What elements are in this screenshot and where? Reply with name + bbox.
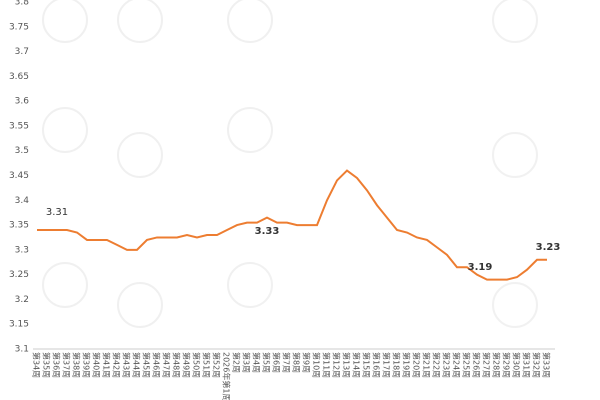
y-tick-label: 3.45 — [9, 171, 29, 181]
y-tick-label: 3.5 — [15, 146, 29, 156]
y-tick-label: 3.75 — [9, 22, 29, 32]
x-tick-label: 第28周 — [492, 352, 502, 378]
x-tick-label: 第49周 — [182, 352, 192, 378]
x-tick-label: 第38周 — [72, 352, 82, 378]
annotation: 3.19 — [468, 262, 493, 273]
x-tick-label: 第52周 — [212, 352, 222, 378]
x-tick-label: 第6周 — [272, 352, 282, 373]
y-tick-label: 3.3 — [15, 245, 29, 255]
x-tick-label: 第35周 — [42, 352, 52, 378]
x-tick-label: 第43周 — [122, 352, 132, 378]
x-tick-label: 第41周 — [102, 352, 112, 378]
x-tick-label: 第14周 — [352, 352, 362, 378]
x-tick-label: 第13周 — [342, 352, 352, 378]
x-tick-label: 第21周 — [422, 352, 432, 378]
x-tick-label: 第51周 — [202, 352, 212, 378]
x-tick-label: 第31周 — [522, 352, 532, 378]
x-tick-label: 第5周 — [262, 352, 272, 373]
x-tick-label: 第17周 — [382, 352, 392, 378]
y-tick-label: 3.35 — [9, 221, 29, 231]
x-tick-label: 第27周 — [482, 352, 492, 378]
x-tick-label: 第22周 — [432, 352, 442, 378]
watermarks — [42, 0, 538, 328]
x-tick-label: 第30周 — [512, 352, 522, 378]
x-tick-label: 第16周 — [372, 352, 382, 378]
y-tick-label: 3.55 — [9, 121, 29, 131]
annotation: 3.23 — [536, 242, 561, 253]
x-tick-label: 第44周 — [132, 352, 142, 378]
y-tick-label: 3.8 — [15, 0, 30, 8]
x-tick-label: 第25周 — [462, 352, 472, 378]
x-tick-label: 第9周 — [302, 352, 312, 373]
x-tick-label: 第15周 — [362, 352, 372, 378]
x-tick-label: 第50周 — [192, 352, 202, 378]
y-tick-label: 3.2 — [15, 295, 29, 305]
x-tick-label: 第34周 — [32, 352, 42, 378]
y-tick-label: 3.6 — [15, 97, 30, 107]
x-tick-label: 第32周 — [532, 352, 542, 378]
x-tick-label: 第37周 — [62, 352, 72, 378]
annotation: 3.31 — [46, 207, 68, 218]
y-tick-label: 3.65 — [9, 72, 29, 82]
x-tick-label: 第24周 — [452, 352, 462, 378]
x-tick-label: 第3周 — [242, 352, 252, 373]
x-tick-label: 第12周 — [332, 352, 342, 378]
y-tick-label: 3.15 — [9, 320, 29, 330]
x-tick-label: 第23周 — [442, 352, 452, 378]
annotation: 3.33 — [255, 226, 280, 237]
x-tick-label: 第26周 — [472, 352, 482, 378]
x-tick-label: 第7周 — [282, 352, 292, 373]
y-tick-label: 3.7 — [15, 47, 29, 57]
x-tick-label: 第45周 — [142, 352, 152, 378]
x-tick-label: 第48周 — [172, 352, 182, 378]
x-tick-label: 第47周 — [162, 352, 172, 378]
x-tick-label: 第46周 — [152, 352, 162, 378]
x-tick-label: 第18周 — [392, 352, 402, 378]
x-tick-label: 第39周 — [82, 352, 92, 378]
x-tick-label: 第10周 — [312, 352, 322, 378]
x-tick-label: 第40周 — [92, 352, 102, 378]
x-tick-label: 第36周 — [52, 352, 62, 378]
x-tick-label: 第19周 — [402, 352, 412, 378]
x-tick-label: 第42周 — [112, 352, 122, 378]
x-tick-label: 第8周 — [292, 352, 302, 373]
y-tick-label: 3.25 — [9, 270, 29, 280]
x-tick-label: 第20周 — [412, 352, 422, 378]
line — [37, 169, 547, 281]
x-tick-label: 2026年第1周 — [222, 352, 232, 400]
x-tick-label: 第11周 — [322, 352, 332, 378]
x-tick-label: 第4周 — [252, 352, 262, 373]
x-tick-label: 第33周 — [542, 352, 552, 378]
x-tick-label: 第29周 — [502, 352, 512, 378]
x-tick-label: 第2周 — [232, 352, 242, 373]
y-tick-label: 3.4 — [15, 196, 30, 206]
y-tick-label: 3.1 — [15, 345, 29, 355]
